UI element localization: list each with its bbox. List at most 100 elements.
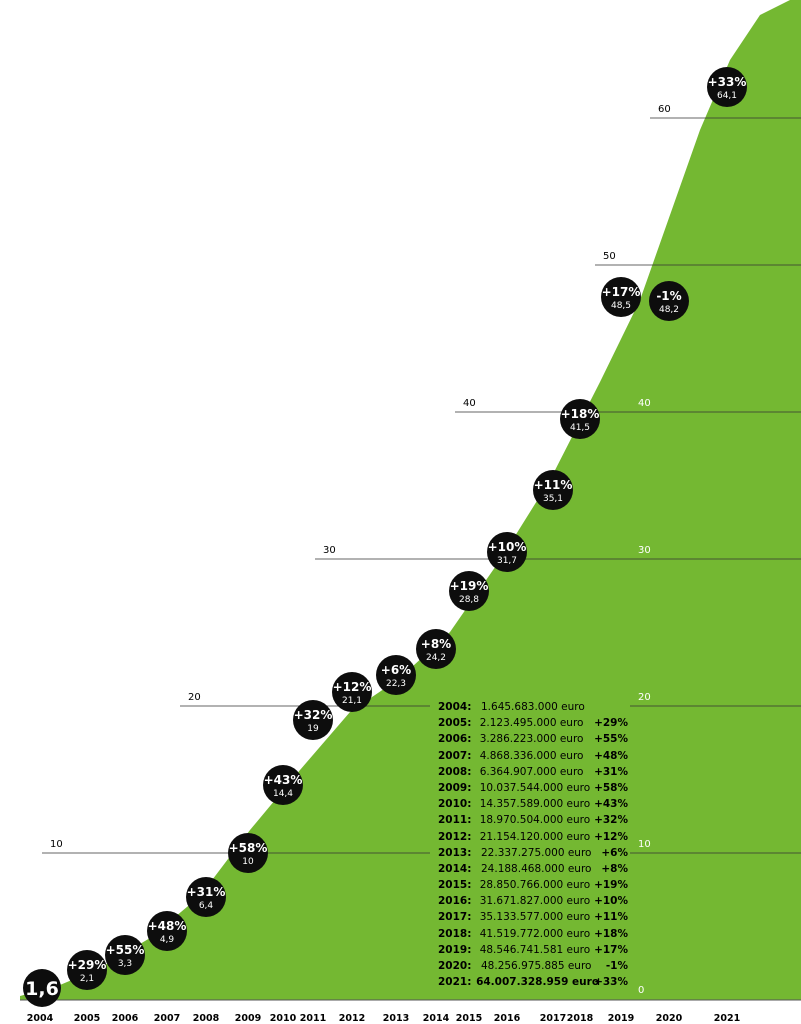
bubble-growth-2006: +55% (106, 943, 145, 957)
x-tick-label-2015: 2015 (456, 1013, 482, 1024)
bubble-value-2009: 10 (242, 857, 254, 867)
table-amount: 35.133.577.000 euro (479, 911, 591, 924)
table-change: +58% (594, 781, 628, 794)
x-tick-label-2010: 2010 (270, 1013, 297, 1024)
table-year: 2004: (438, 701, 472, 713)
table-year: 2008: (438, 765, 472, 778)
bubble-value-2015: 28,8 (459, 595, 479, 605)
table-change: +12% (594, 830, 628, 843)
bubble-2021 (707, 67, 747, 107)
x-tick-label-2020: 2020 (656, 1013, 683, 1024)
bubble-growth-2009: +58% (229, 841, 268, 855)
table-row: 2012: 21.154.120.000 euro +12% (438, 829, 628, 845)
x-tick-label-2005: 2005 (74, 1013, 100, 1024)
table-amount: 3.286.223.000 euro (479, 733, 584, 746)
x-tick-label-2018: 2018 (567, 1013, 594, 1024)
table-change: +6% (601, 846, 628, 859)
x-tick-label-2008: 2008 (193, 1013, 220, 1024)
gridline-label-0: 0 (638, 985, 644, 996)
table-amount: 1.645.683.000 euro (481, 701, 585, 713)
table-row: 2016: 31.671.827.000 euro +10% (438, 893, 628, 909)
bubble-value-2018: 41,5 (570, 423, 590, 433)
table-row: 2021: 64.007.328.959 euro +33% (438, 974, 628, 990)
bubble-value-2004: 1,6 (25, 978, 59, 1000)
gridline-label-40: 40 (463, 398, 476, 409)
bubble-2004 (23, 969, 61, 1007)
gridline-label-20: 20 (188, 692, 201, 703)
table-year: 2015: (438, 879, 472, 892)
x-tick-label-2017: 2017 (540, 1013, 566, 1024)
x-tick-label-2021: 2021 (714, 1013, 740, 1024)
table-row: 2015: 28.850.766.000 euro +19% (438, 877, 628, 893)
gridline-label-right-30: 30 (638, 545, 651, 556)
table-year: 2019: (438, 943, 472, 956)
table-change: -1% (605, 960, 628, 972)
x-tick-label-2009: 2009 (235, 1013, 261, 1024)
bubble-value-2007: 4,9 (160, 935, 175, 945)
table-change: +10% (594, 895, 628, 908)
table-amount: 10.037.544.000 euro (479, 781, 591, 794)
bubble-2008 (186, 877, 226, 917)
table-amount: 64.007.328.959 euro (476, 976, 600, 989)
bubble-growth-2020: -1% (656, 289, 681, 303)
table-change: +18% (594, 927, 628, 940)
gridline-label-50: 50 (603, 251, 616, 262)
bubble-value-2006: 3,3 (118, 959, 132, 969)
table-row: 2009: 10.037.544.000 euro +58% (438, 780, 628, 796)
bubble-value-2010: 14,4 (273, 789, 293, 799)
table-change: +32% (594, 814, 628, 827)
area-fill (20, 0, 801, 1000)
x-tick-label-2013: 2013 (383, 1013, 409, 1024)
table-row: 2019: 48.546.741.581 euro +17% (438, 942, 628, 958)
x-tick-label-2007: 2007 (154, 1013, 180, 1024)
bubble-2019 (601, 277, 641, 317)
table-row: 2014: 24.188.468.000 euro +8% (438, 861, 628, 877)
bubble-2016 (487, 532, 527, 572)
bubble-value-2008: 6,4 (199, 901, 214, 911)
table-year: 2007: (438, 749, 472, 762)
table-year: 2017: (438, 911, 472, 924)
table-year: 2020: (438, 960, 472, 972)
bubble-2007 (147, 911, 187, 951)
bubble-2009 (228, 833, 268, 873)
bubble-growth-2007: +48% (148, 919, 187, 933)
table-change: +11% (594, 911, 628, 924)
table-row: 2017: 35.133.577.000 euro +11% (438, 909, 628, 925)
table-amount: 28.850.766.000 euro (479, 879, 591, 892)
table-row: 2005: 2.123.495.000 euro +29% (438, 715, 628, 731)
bubble-value-2021: 64,1 (717, 91, 737, 101)
table-year: 2013: (438, 846, 472, 859)
table-row: 2010: 14.357.589.000 euro +43% (438, 796, 628, 812)
yearly-amounts-table: 2004: 1.645.683.000 euro 2005: 2.123.495.00… (438, 699, 628, 990)
bubble-2010 (263, 765, 303, 805)
table-year: 2021: (438, 976, 472, 989)
bubble-value-2013: 22,3 (386, 679, 406, 689)
bubble-growth-2013: +6% (381, 663, 411, 677)
bubble-2020 (649, 281, 689, 321)
table-year: 2014: (438, 862, 472, 875)
table-change: +48% (594, 749, 628, 762)
bubble-growth-2015: +19% (450, 579, 489, 593)
table-change (599, 699, 628, 715)
table-change: +29% (594, 717, 628, 730)
table-amount: 24.188.468.000 euro (481, 862, 592, 875)
table-year: 2011: (438, 814, 472, 827)
table-amount: 14.357.589.000 euro (479, 798, 591, 811)
bubble-value-2017: 35,1 (543, 494, 563, 504)
table-amount: 41.519.772.000 euro (479, 927, 591, 940)
table-row: 2004: 1.645.683.000 euro (438, 699, 628, 715)
x-tick-label-2004: 2004 (27, 1013, 54, 1024)
bubble-growth-2010: +43% (264, 773, 303, 787)
table-amount: 2.123.495.000 euro (479, 717, 584, 730)
x-tick-label-2016: 2016 (494, 1013, 521, 1024)
table-amount: 22.337.275.000 euro (481, 846, 592, 859)
bubble-value-2012: 21,1 (342, 696, 362, 706)
bubble-2013 (376, 655, 416, 695)
table-change: +43% (594, 798, 628, 811)
table-year: 2006: (438, 733, 472, 746)
table-change: +33% (594, 976, 628, 989)
x-tick-label-2006: 2006 (112, 1013, 139, 1024)
table-change: +8% (601, 862, 628, 875)
table-amount: 6.364.907.000 euro (479, 765, 584, 778)
bubble-growth-2021: +33% (708, 75, 747, 89)
